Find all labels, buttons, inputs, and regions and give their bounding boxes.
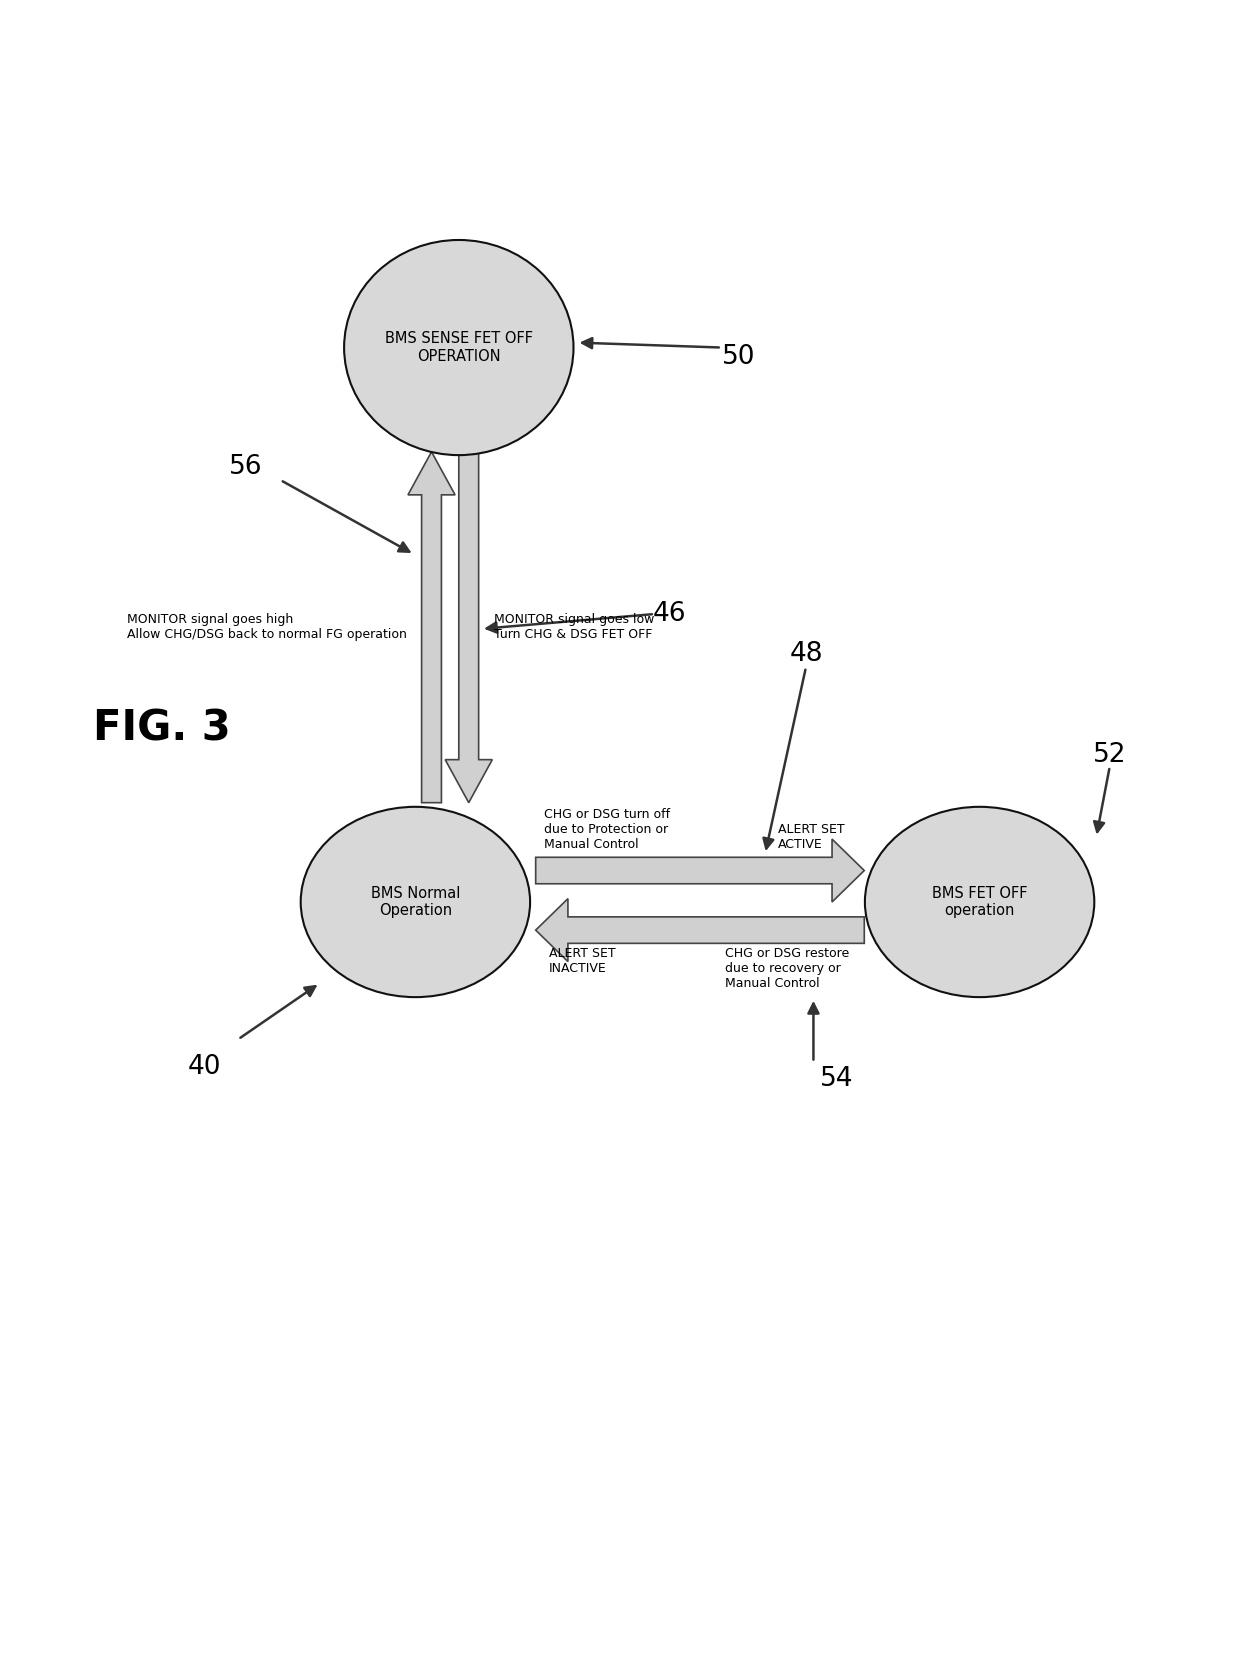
Text: CHG or DSG restore
due to recovery or
Manual Control: CHG or DSG restore due to recovery or Ma… — [724, 947, 849, 990]
Text: CHG or DSG turn off
due to Protection or
Manual Control: CHG or DSG turn off due to Protection or… — [544, 808, 670, 851]
Text: BMS Normal
Operation: BMS Normal Operation — [371, 885, 460, 919]
FancyArrow shape — [408, 452, 455, 803]
Text: MONITOR signal goes low
Turn CHG & DSG FET OFF: MONITOR signal goes low Turn CHG & DSG F… — [494, 614, 653, 640]
FancyArrow shape — [445, 452, 492, 803]
Text: 50: 50 — [722, 344, 756, 371]
Text: BMS SENSE FET OFF
OPERATION: BMS SENSE FET OFF OPERATION — [384, 331, 533, 364]
Text: 54: 54 — [820, 1066, 854, 1092]
Text: 52: 52 — [1092, 741, 1127, 768]
Text: ALERT SET
INACTIVE: ALERT SET INACTIVE — [549, 947, 615, 975]
Ellipse shape — [301, 808, 531, 996]
Text: 40: 40 — [187, 1054, 222, 1081]
Text: BMS FET OFF
operation: BMS FET OFF operation — [931, 885, 1028, 919]
Text: 56: 56 — [228, 453, 263, 480]
Text: 48: 48 — [789, 640, 823, 667]
Ellipse shape — [345, 240, 573, 455]
Text: 46: 46 — [652, 601, 687, 627]
Text: MONITOR signal goes high
Allow CHG/DSG back to normal FG operation: MONITOR signal goes high Allow CHG/DSG b… — [126, 614, 407, 640]
FancyArrow shape — [536, 839, 864, 902]
Text: ALERT SET
ACTIVE: ALERT SET ACTIVE — [779, 823, 844, 851]
Ellipse shape — [866, 808, 1094, 996]
FancyArrow shape — [536, 899, 864, 962]
Text: FIG. 3: FIG. 3 — [93, 707, 231, 750]
